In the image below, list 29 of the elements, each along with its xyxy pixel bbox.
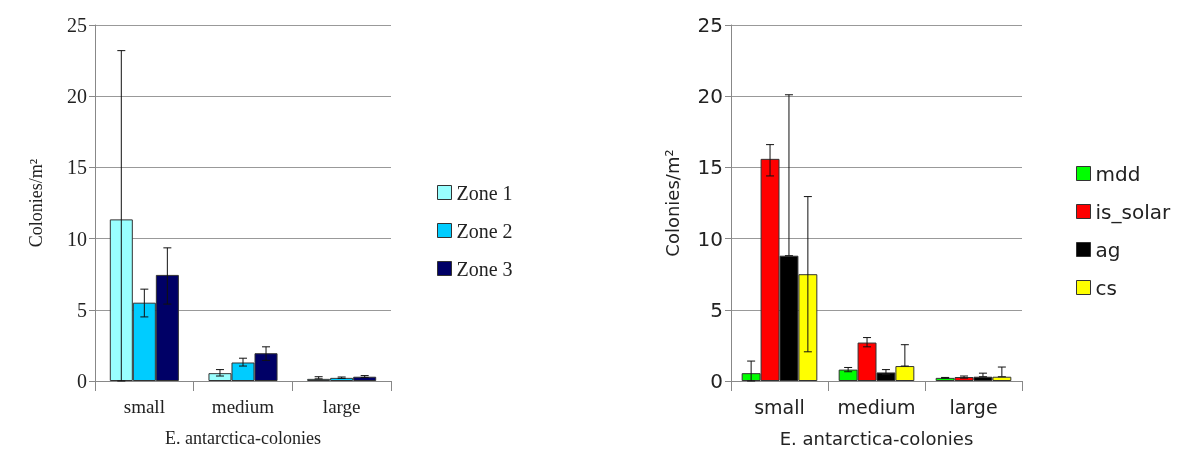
legend-label: Zone 2 [456,219,513,242]
y-tick-label: 20 [67,85,87,108]
y-tick-label: 20 [697,84,723,109]
y-axis-title: Colonies/m² [26,158,46,248]
legend-label: mdd [1095,161,1141,186]
legend-label: is_solar [1095,199,1171,224]
legend-label: Zone 1 [456,181,513,204]
y-tick-label: 5 [77,298,87,321]
x-tick-label: large [949,395,998,418]
x-tick-label: medium [211,396,275,417]
y-tick-label: 25 [67,14,87,36]
x-axis-title: E. antarctica-colonies [165,428,321,448]
x-tick-label: small [123,396,165,417]
y-tick-label: 0 [77,370,87,392]
y-tick-label: 5 [710,297,723,322]
y-tick-label: 10 [67,227,87,250]
y-axis-title: Colonies/m² [661,149,683,257]
legend-label: Zone 3 [456,257,513,280]
y-tick-label: 25 [697,13,723,37]
x-tick-label: medium [837,395,916,418]
y-tick-label: 15 [67,156,87,179]
x-axis-title: E. antarctica-colonies [779,427,974,449]
x-tick-label: large [322,396,361,417]
x-tick-label: small [754,395,805,418]
y-tick-label: 10 [697,226,723,251]
y-tick-label: 15 [697,155,723,180]
y-tick-label: 0 [710,369,723,393]
legend-label: ag [1095,237,1121,262]
legend-label: cs [1095,275,1117,300]
